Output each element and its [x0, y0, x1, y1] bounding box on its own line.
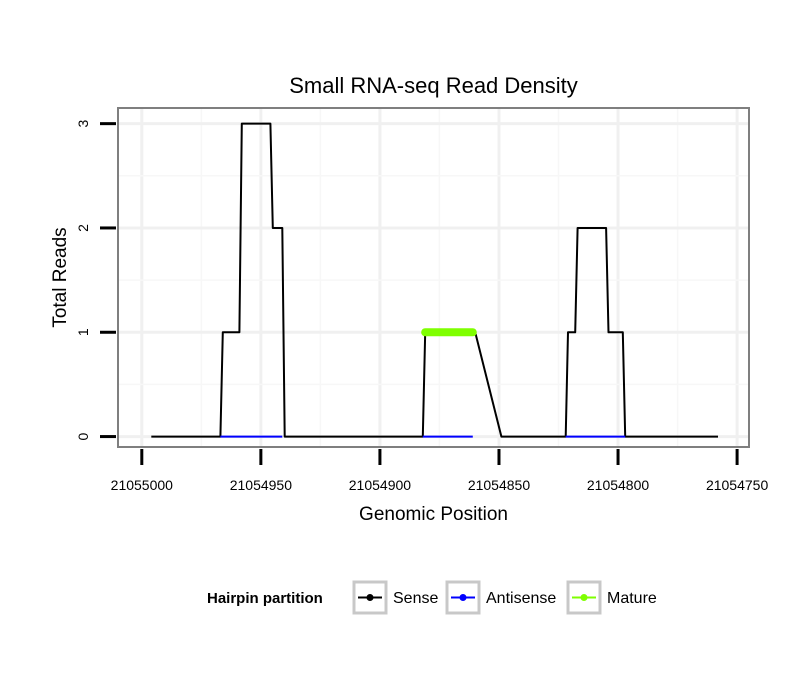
- chart-title: Small RNA-seq Read Density: [289, 73, 578, 98]
- legend-point-antisense: [459, 594, 467, 601]
- y-tick-label: 1: [75, 328, 91, 336]
- x-tick-label: 21054800: [587, 477, 650, 493]
- legend-label-antisense: Antisense: [486, 590, 556, 607]
- x-tick-label: 21055000: [111, 477, 174, 493]
- x-tick-label: 21054750: [706, 477, 769, 493]
- series-layer: [151, 122, 718, 438]
- legend-title: Hairpin partition: [207, 590, 323, 607]
- y-tick-label: 0: [75, 432, 91, 440]
- legend-point-mature: [580, 594, 588, 601]
- x-tick-label: 21054950: [230, 477, 293, 493]
- y-axis-title: Total Reads: [50, 227, 71, 327]
- plot-grid: [118, 108, 749, 447]
- legend-point-sense: [366, 594, 374, 601]
- y-tick-label: 2: [75, 224, 91, 232]
- legend-label-sense: Sense: [393, 590, 438, 607]
- x-tick-label: 21054900: [349, 477, 412, 493]
- x-tick-label: 21054850: [468, 477, 531, 493]
- x-axis-title: Genomic Position: [359, 504, 508, 525]
- y-axis: 0 1 2 3: [75, 120, 116, 440]
- legend: Hairpin partition Sense Antisense Mature: [207, 580, 657, 615]
- x-axis: 21055000 21054950 21054900 21054850 21054800…: [111, 449, 769, 493]
- plot-panel-border: [117, 107, 750, 448]
- y-tick-label: 3: [75, 120, 91, 128]
- legend-label-mature: Mature: [607, 590, 657, 607]
